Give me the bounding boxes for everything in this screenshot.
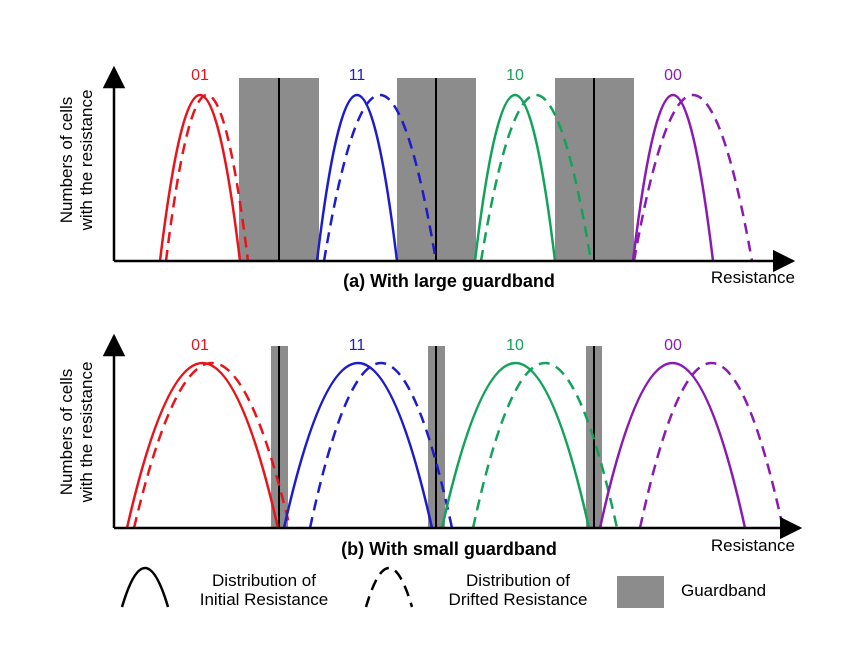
legend-initial-line2: Initial Resistance — [200, 590, 329, 609]
legend-guardband-label: Guardband — [681, 581, 766, 600]
legend-drifted-line1: Distribution of — [466, 571, 570, 590]
state-label-a-10: 10 — [506, 67, 524, 84]
y-axis-label-line2-b: with the resistance — [77, 362, 96, 504]
state-label-a-01: 01 — [191, 67, 209, 84]
drifted-distribution-a-00 — [634, 95, 752, 261]
panel-a: Numbers of cells with the resistance Res… — [57, 67, 795, 291]
legend-guardband-swatch — [617, 576, 664, 608]
initial-distribution-b-01 — [127, 363, 278, 528]
initial-distribution-a-01 — [160, 95, 240, 261]
caption-b: (b) With small guardband — [341, 539, 557, 559]
y-axis-label-line2-a: with the resistance — [77, 90, 96, 232]
state-label-b-11: 11 — [349, 337, 366, 354]
legend-initial-line1: Distribution of — [212, 571, 316, 590]
state-label-a-11: 11 — [349, 67, 366, 84]
legend-drifted-line2: Drifted Resistance — [449, 590, 588, 609]
y-axis-label-line1-b: Numbers of cells — [57, 369, 76, 496]
initial-distribution-b-10 — [442, 363, 589, 528]
initial-distribution-a-00 — [633, 95, 713, 261]
x-axis-label-b: Resistance — [711, 536, 795, 555]
state-label-b-10: 10 — [506, 337, 524, 354]
drifted-distribution-b-01 — [134, 363, 290, 528]
state-label-b-00: 00 — [664, 337, 682, 354]
initial-distribution-b-00 — [600, 363, 745, 528]
legend-drifted-swatch — [366, 568, 412, 607]
state-label-b-01: 01 — [191, 337, 209, 354]
panel-b: Numbers of cells with the resistance Res… — [57, 336, 800, 559]
y-axis-label-line1-a: Numbers of cells — [57, 97, 76, 224]
x-axis-label-a: Resistance — [711, 268, 795, 287]
guardband-group-a — [239, 78, 634, 261]
legend-initial-swatch — [122, 568, 168, 607]
caption-a: (a) With large guardband — [343, 271, 555, 291]
legend: Distribution of Initial Resistance Distr… — [122, 568, 766, 609]
curves-group-b — [127, 363, 783, 528]
state-label-a-00: 00 — [664, 67, 682, 84]
guardband-group-b — [271, 346, 602, 528]
drifted-distribution-b-00 — [640, 363, 783, 528]
